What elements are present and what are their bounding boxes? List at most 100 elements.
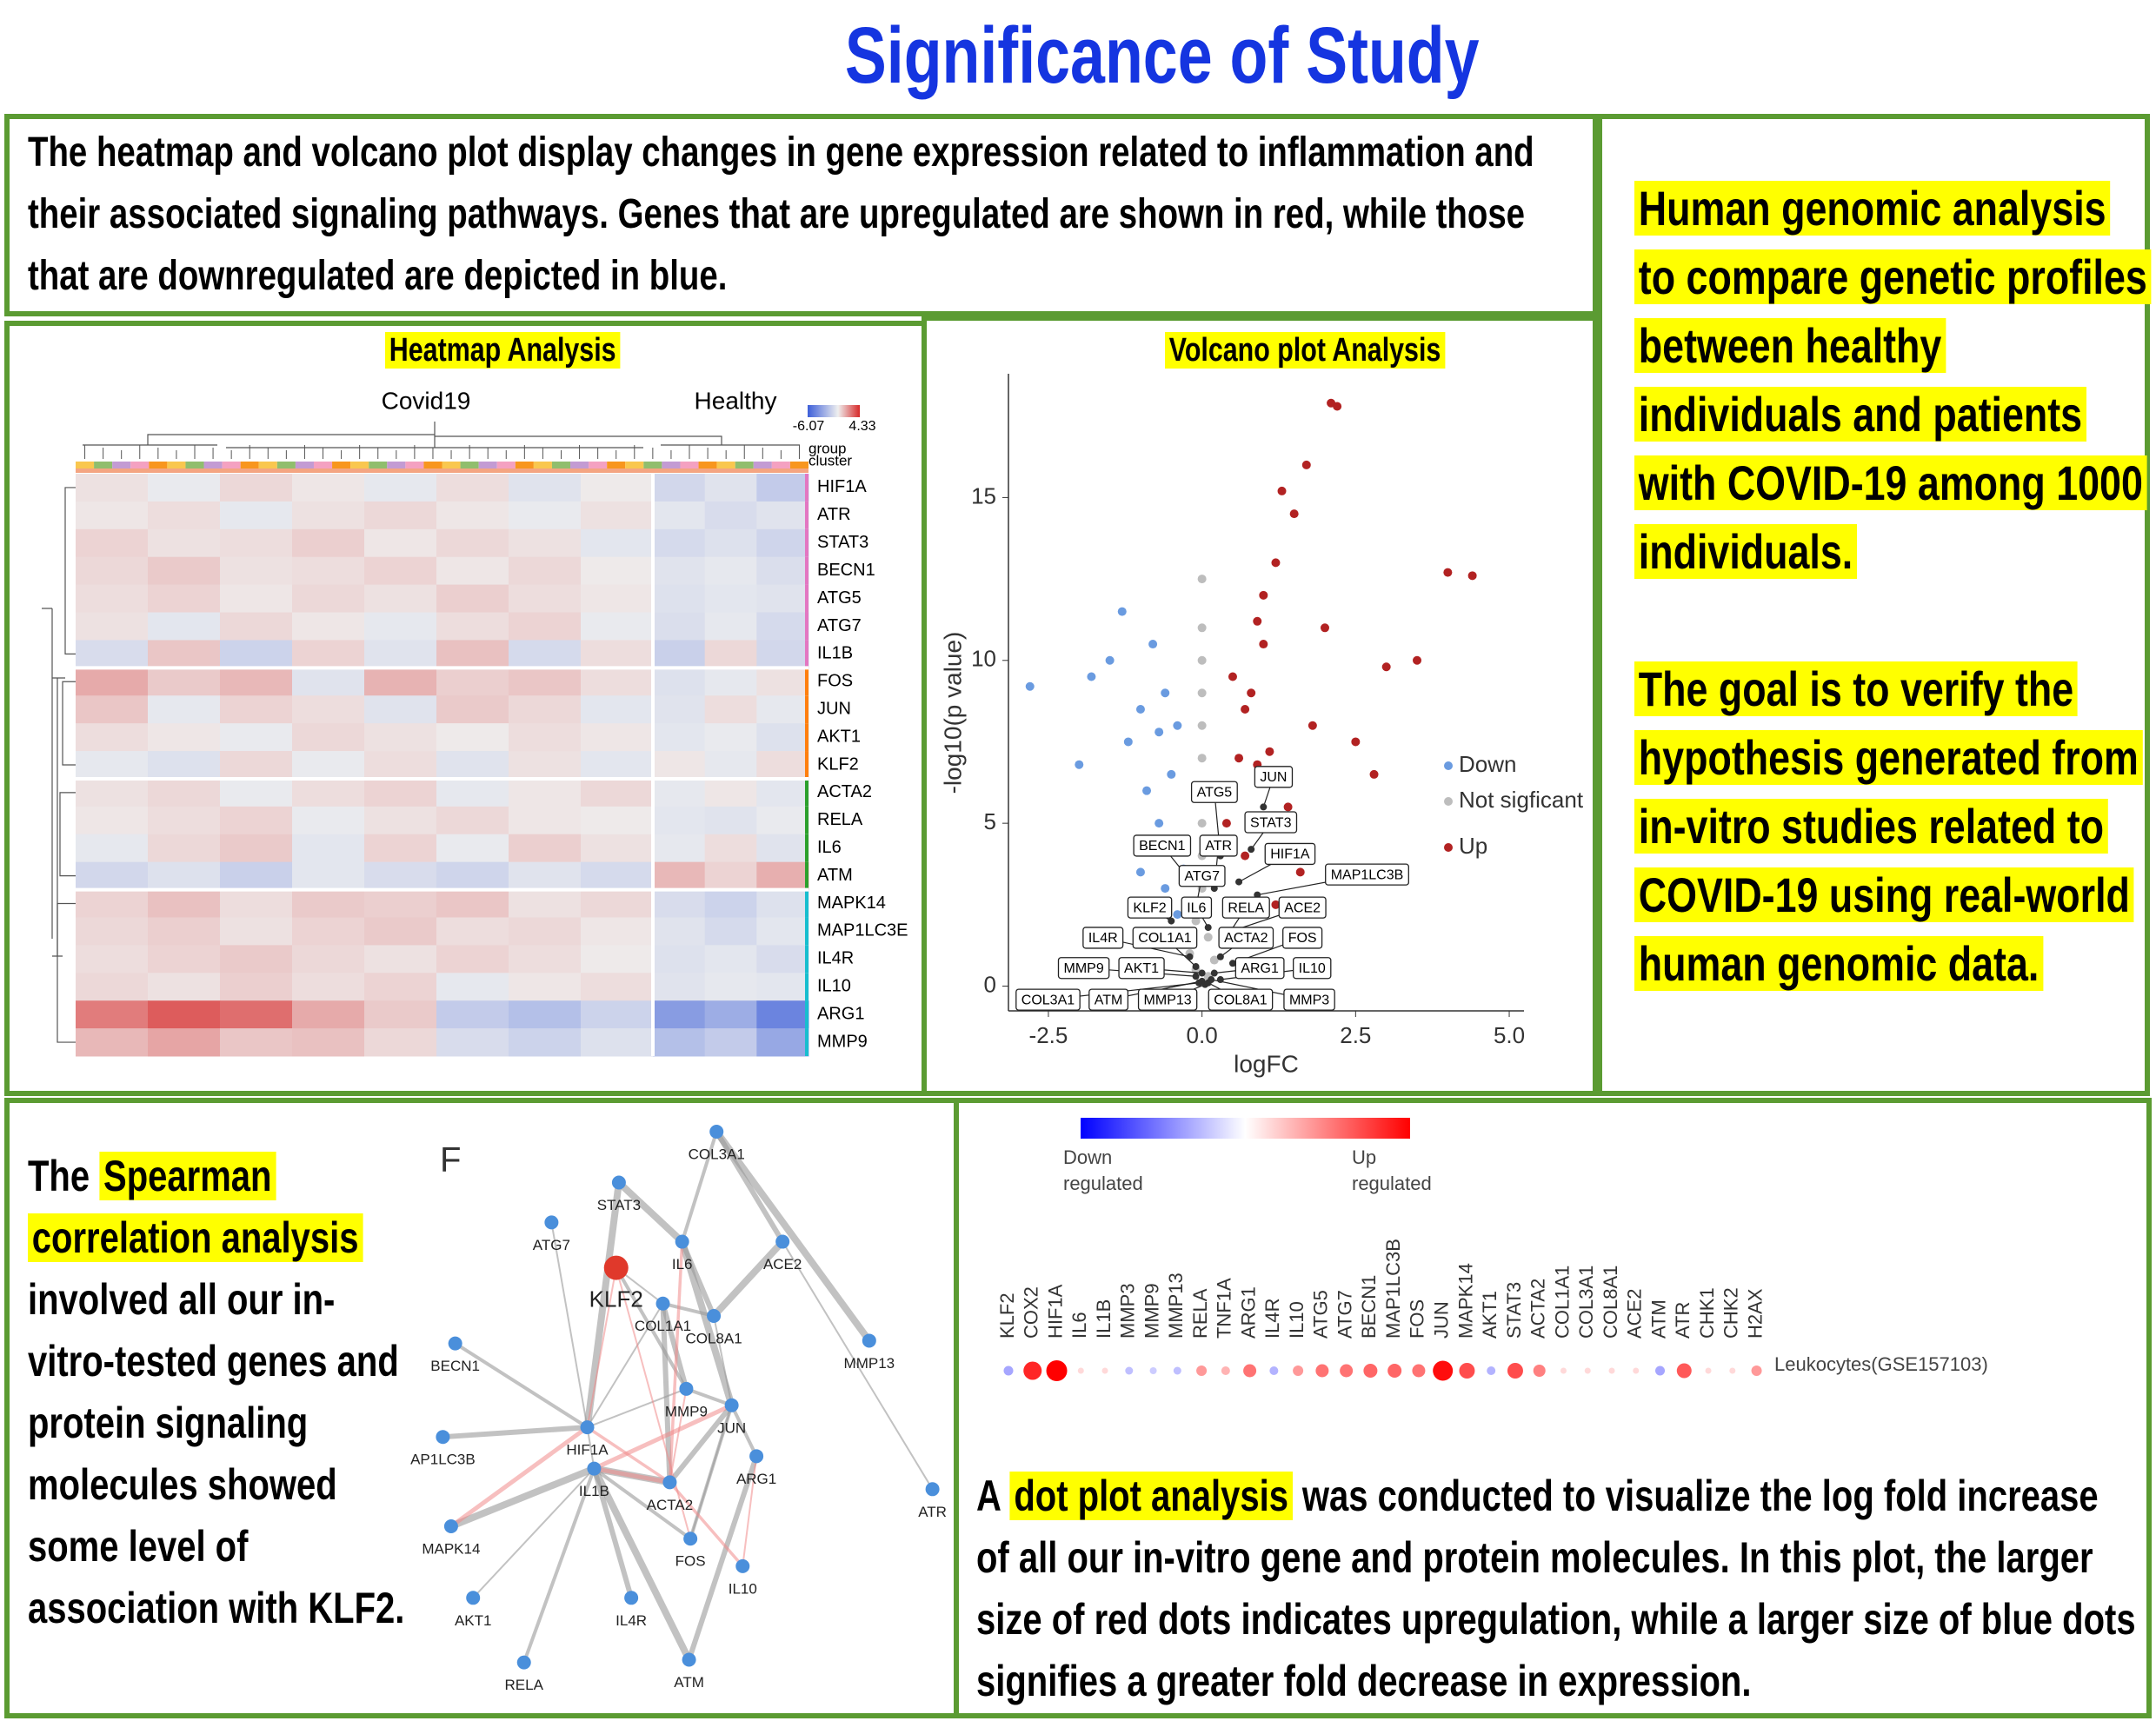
group-strip [716,462,735,468]
row-marker [805,640,808,668]
gene-label: AKT1 [1124,961,1159,976]
gene-label: MMP9 [1063,961,1103,976]
dot [1459,1363,1475,1379]
dot-category-label: ATR [1672,1302,1694,1339]
legend-label: Not sigficant [1459,787,1584,813]
heatmap-cell [436,751,509,780]
heatmap-cell [704,945,757,973]
heatmap-cell [653,945,706,973]
heatmap-cell [581,778,654,807]
gene-point [1208,976,1215,984]
heatmap-cell [364,945,437,973]
dot-category-label: ACE2 [1624,1289,1646,1339]
network-node [749,1449,764,1464]
gene-label-box [1208,988,1274,1011]
group-strip [607,462,626,468]
heatmap-cell [364,640,437,668]
summary-paragraph: The goal is to verify the hypothesis gen… [1634,655,2149,998]
dot [1077,1367,1084,1374]
volcano-point [1105,655,1115,665]
heatmap-cell [509,834,582,863]
heatmap-cell [653,861,706,891]
network-edge [472,1467,596,1598]
heatmap-cell [581,973,654,1001]
network-node [587,1461,602,1476]
network-node-label: COL3A1 [689,1146,745,1162]
network-edge [660,1302,689,1390]
volcano-point [1381,662,1391,672]
gene-label: RELA [1228,900,1264,915]
network-node [448,1336,462,1351]
network-edge [669,1481,744,1568]
dot-category-label: ATG5 [1310,1290,1332,1339]
heatmap-cell [704,556,757,586]
network-node-label: IL10 [729,1580,757,1597]
heatmap-cell [76,973,149,1001]
heatmap-cell [292,474,365,502]
heatmap-row-label: AKT1 [817,727,861,746]
heatmap-cell [581,917,654,946]
dot [1507,1363,1523,1379]
heatmap-row-label: RELA [817,810,863,829]
volcano-point [1135,704,1145,714]
dot [1243,1364,1257,1378]
heatmap-cell [756,640,809,668]
dot [1363,1364,1378,1378]
gene-label: ACE2 [1284,900,1321,915]
dot [1676,1363,1692,1379]
heatmap-cell [148,806,221,835]
heatmap-cell [364,584,437,614]
heatmap-cell [756,612,809,641]
gene-point [1186,953,1194,960]
gene-label-box [1132,927,1198,949]
heatmap-cell [76,695,149,724]
heatmap-cell [220,528,293,558]
heatmap-cell [76,1028,149,1057]
network-node [709,1124,724,1139]
gene-label-box [1181,896,1213,919]
heatmap-cell [704,973,757,1001]
group-strip [240,462,259,468]
network-edge [782,1241,934,1490]
group-strip [276,462,296,468]
colorbar-label: regulated [1352,1173,1432,1194]
heatmap-cell [509,778,582,807]
network-node [679,1381,694,1396]
heatmap-cell [292,889,365,918]
heatmap-cell [704,834,757,863]
heatmap-cell [704,584,757,614]
heatmap-cell [292,612,365,641]
heatmap-cell [364,556,437,586]
gene-label-box [1133,834,1192,857]
heatmap-cell [581,695,654,724]
heatmap-cell [704,501,757,530]
heatmap-cell [653,778,706,807]
heatmap-row-label: ATR [817,505,851,524]
heatmap-cell [76,945,149,973]
row-marker [805,973,808,1001]
y-tick-label: 10 [971,646,996,672]
heatmap-cell [436,1000,509,1029]
heatmap-cell [76,834,149,863]
volcano-title: Volcano plot Analysis [1165,332,1446,369]
group-strip [551,462,571,468]
group-strip [112,462,131,468]
network-node [436,1430,450,1445]
heatmap-cell [148,973,221,1001]
heatmap-cell [581,889,654,918]
heatmap-cell [220,806,293,835]
heatmap-cell [148,1000,221,1029]
volcano-point [1209,955,1219,965]
row-marker [805,1028,808,1056]
dotplot-text: A dot plot analysis was conducted to vis… [976,1465,2138,1712]
heatmap-cell [756,528,809,558]
y-axis-label: -log10(p value) [939,632,966,794]
network-node-label: HIF1A [566,1442,609,1459]
heatmap-cell [76,917,149,946]
group-strip [735,462,754,468]
volcano-point [1117,607,1127,616]
group-strip [130,462,150,468]
dendrogram [57,902,76,1043]
row-marker [805,612,808,641]
group-label: Healthy [695,387,777,414]
